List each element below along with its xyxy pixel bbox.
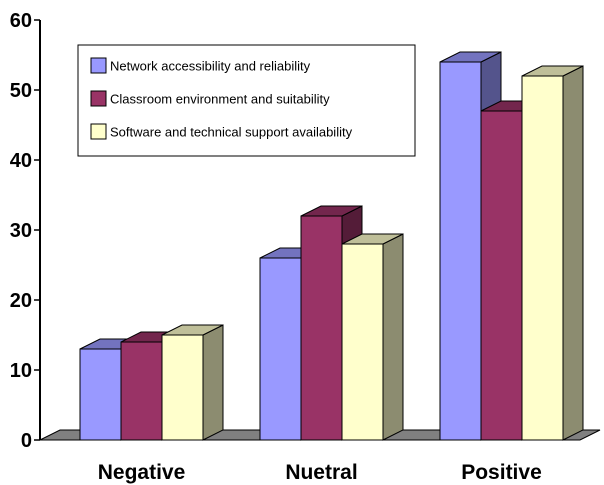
bar-side (382, 233, 404, 441)
y-tick-label: 50 (10, 80, 32, 102)
y-tick-label: 60 (10, 10, 32, 32)
legend-swatch (90, 123, 107, 140)
bar-side (202, 324, 224, 441)
bar (161, 324, 224, 441)
y-tick-label: 40 (10, 150, 32, 172)
category-label: Nuetral (285, 461, 357, 484)
legend: Network accessibility and reliability Cla… (77, 44, 416, 157)
legend-swatch (90, 57, 107, 74)
bar (341, 233, 404, 441)
legend-box (77, 44, 416, 157)
bar (521, 65, 584, 441)
legend-swatch (90, 90, 107, 107)
bar-front (521, 75, 564, 441)
y-tick-label: 20 (10, 290, 32, 312)
legend-label: Classroom environment and suitability (110, 92, 330, 107)
category-label: Positive (461, 461, 542, 484)
bar-front (480, 110, 523, 441)
bar-front (120, 341, 163, 441)
legend-label: Software and technical support availabil… (110, 125, 353, 140)
bar-front (161, 334, 204, 441)
category-label: Negative (98, 461, 186, 484)
y-tick-label: 30 (10, 220, 32, 242)
bar-front (300, 215, 343, 441)
bar-front (341, 243, 384, 441)
bar-side (562, 65, 584, 441)
bar-front (259, 257, 302, 441)
y-tick-label: 10 (10, 360, 32, 382)
bar-front (79, 348, 122, 441)
bar-front (439, 61, 482, 441)
y-tick-label: 0 (21, 430, 32, 452)
legend-label: Network accessibility and reliability (110, 59, 311, 74)
